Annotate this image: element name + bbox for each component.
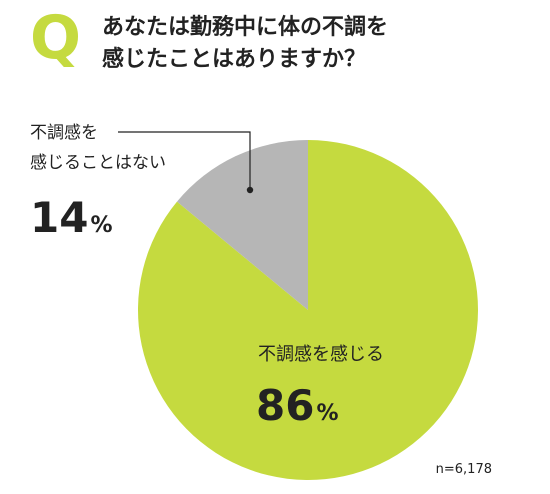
slice-leader-dot-1 — [246, 186, 254, 194]
slice-value-unit-0: % — [316, 401, 338, 426]
question-line-1: あなたは勤務中に体の不調を — [102, 15, 389, 40]
slice-value-number-0: 86 — [256, 381, 314, 430]
slice-label-0: 不調感を感じる — [258, 344, 384, 365]
question-mark-q: Q — [30, 3, 82, 73]
pie-slice-1 — [177, 140, 308, 310]
slice-leader-line-1 — [118, 131, 251, 188]
pie-slices — [138, 140, 479, 480]
slice-value-1: 14% — [30, 193, 113, 242]
question-text: あなたは勤務中に体の不調を 感じたことはありますか？ — [102, 12, 532, 76]
slice-label-1-line-2: 感じることはない — [30, 153, 166, 173]
sample-size-note: n=6,178 — [435, 462, 492, 477]
slice-value-number-1: 14 — [30, 193, 88, 242]
slice-label-1-line-1: 不調感を — [30, 123, 98, 143]
slice-value-0: 86% — [256, 381, 339, 430]
question-line-2: 感じたことはありますか？ — [102, 47, 367, 72]
pie-slice-0 — [138, 140, 479, 480]
slice-value-unit-1: % — [90, 213, 112, 238]
